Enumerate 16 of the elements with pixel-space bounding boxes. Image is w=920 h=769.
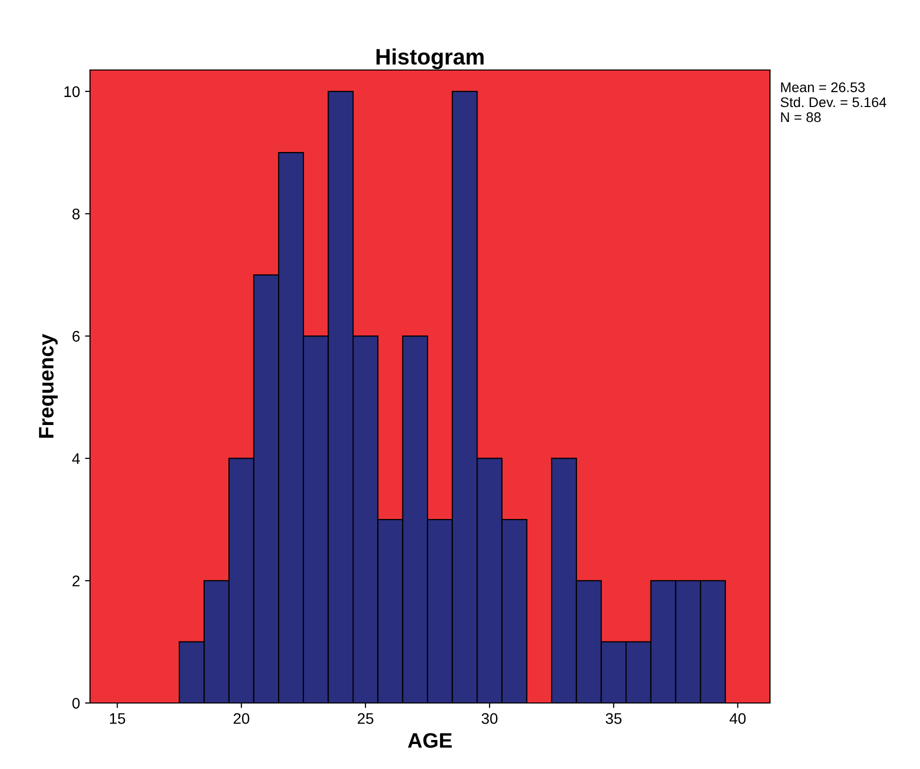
y-axis-title: Frequency [39, 334, 58, 438]
y-tick-label: 0 [72, 698, 80, 709]
y-tick-label: 8 [72, 208, 80, 220]
x-tick-label: 30 [482, 713, 498, 724]
x-tick-label: 20 [234, 713, 250, 724]
text: Mean = 26.53 Std. Dev. = 5.164 N = 88 [780, 82, 886, 122]
chart-title: Histogram [376, 48, 484, 70]
y-tick-label: 4 [72, 453, 80, 464]
y-tick-label: 6 [72, 330, 80, 342]
y-tick-label: 10 [64, 86, 80, 98]
x-tick-label: 35 [606, 713, 622, 724]
x-axis-title: AGE [408, 733, 452, 748]
x-tick-label: 15 [110, 713, 126, 724]
y-tick-label: 2 [72, 576, 80, 586]
x-tick-label: 40 [730, 713, 746, 724]
x-tick-label: 25 [358, 713, 374, 724]
